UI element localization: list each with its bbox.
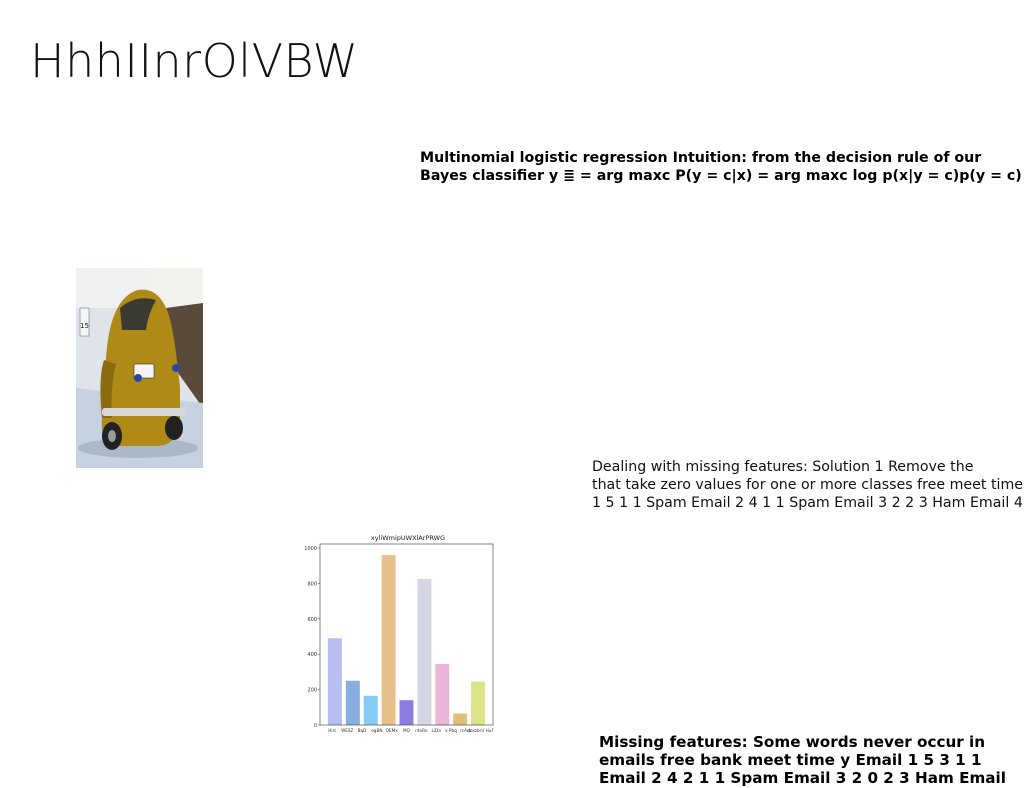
- x-tick-label: WESZ: [341, 728, 353, 733]
- y-tick-label: 600: [307, 617, 317, 623]
- bar-chart-svg: xyliWmipUWXlArPRWG 0 200 400 600 800 1000 Hir…: [304, 534, 494, 733]
- chart-frame: [319, 543, 494, 726]
- car-photo: 15: [76, 268, 203, 468]
- text-line: Bayes classifier y ≣ = arg maxc P(y = c|…: [420, 168, 1022, 184]
- x-tick-label: Hirc: [328, 728, 337, 733]
- bar: [453, 713, 468, 725]
- svg-text:15: 15: [80, 322, 89, 330]
- text-line: Dealing with missing features: Solution …: [592, 459, 974, 475]
- bar: [345, 680, 360, 725]
- chart-x-tick-labels: Hirc WESZ BqD ogBN OEMx MQ ntnRo LiDa x Pbq rcAss…: [328, 728, 494, 733]
- bar: [417, 578, 432, 725]
- text-block-multinomial: Multinomial logistic regression Intuitio…: [420, 149, 1024, 185]
- x-tick-label: OEMx: [386, 728, 399, 733]
- bar: [327, 638, 342, 725]
- slide-title: HhhIInrOlVBW: [30, 34, 359, 88]
- x-tick-label: LiDa: [431, 728, 441, 733]
- y-tick-label: 0: [314, 723, 317, 729]
- text-line: emails free bank meet time y Email 1 5 3…: [599, 751, 982, 769]
- text-line: Missing features: Some words never occur…: [599, 733, 986, 751]
- y-tick-label: 800: [307, 581, 317, 587]
- y-tick-label: 1000: [304, 546, 317, 552]
- y-tick-label: 200: [307, 688, 317, 694]
- text-line: Multinomial logistic regression Intuitio…: [420, 150, 982, 166]
- text-line: that take zero values for one or more cl…: [592, 477, 1024, 493]
- bar: [471, 681, 486, 725]
- bar: [381, 555, 396, 725]
- bar: [399, 700, 414, 725]
- chart-bars: [327, 555, 486, 725]
- y-tick-label: 400: [307, 652, 317, 658]
- text-line: Email 2 4 2 1 1 Spam Email 3 2 0 2 3 Ham…: [599, 769, 1006, 787]
- x-tick-label: doxzbrV HuF: [467, 728, 494, 733]
- chart-title: xyliWmipUWXlArPRWG: [371, 534, 445, 542]
- bar: [363, 695, 378, 725]
- x-tick-label: MQ: [403, 728, 411, 733]
- x-tick-label: rcAss: [460, 728, 471, 733]
- text-block-missing-features: Missing features: Some words never occur…: [599, 733, 1024, 787]
- text-block-missing-solution: Dealing with missing features: Solution …: [592, 458, 1024, 512]
- x-tick-label: ogBN: [371, 728, 382, 733]
- x-tick-label: BqD: [358, 728, 367, 733]
- bar: [435, 663, 450, 725]
- chart-axis-ticks: 0 200 400 600 800 1000: [304, 546, 320, 729]
- x-tick-label: ntnRo: [415, 728, 428, 733]
- x-tick-label: x Pbq: [445, 728, 457, 733]
- text-line: 1 5 1 1 Spam Email 2 4 1 1 Spam Email 3 …: [592, 495, 1023, 511]
- bar-chart: xyliWmipUWXlArPRWG 0 200 400 600 800 1000 Hir…: [296, 530, 500, 740]
